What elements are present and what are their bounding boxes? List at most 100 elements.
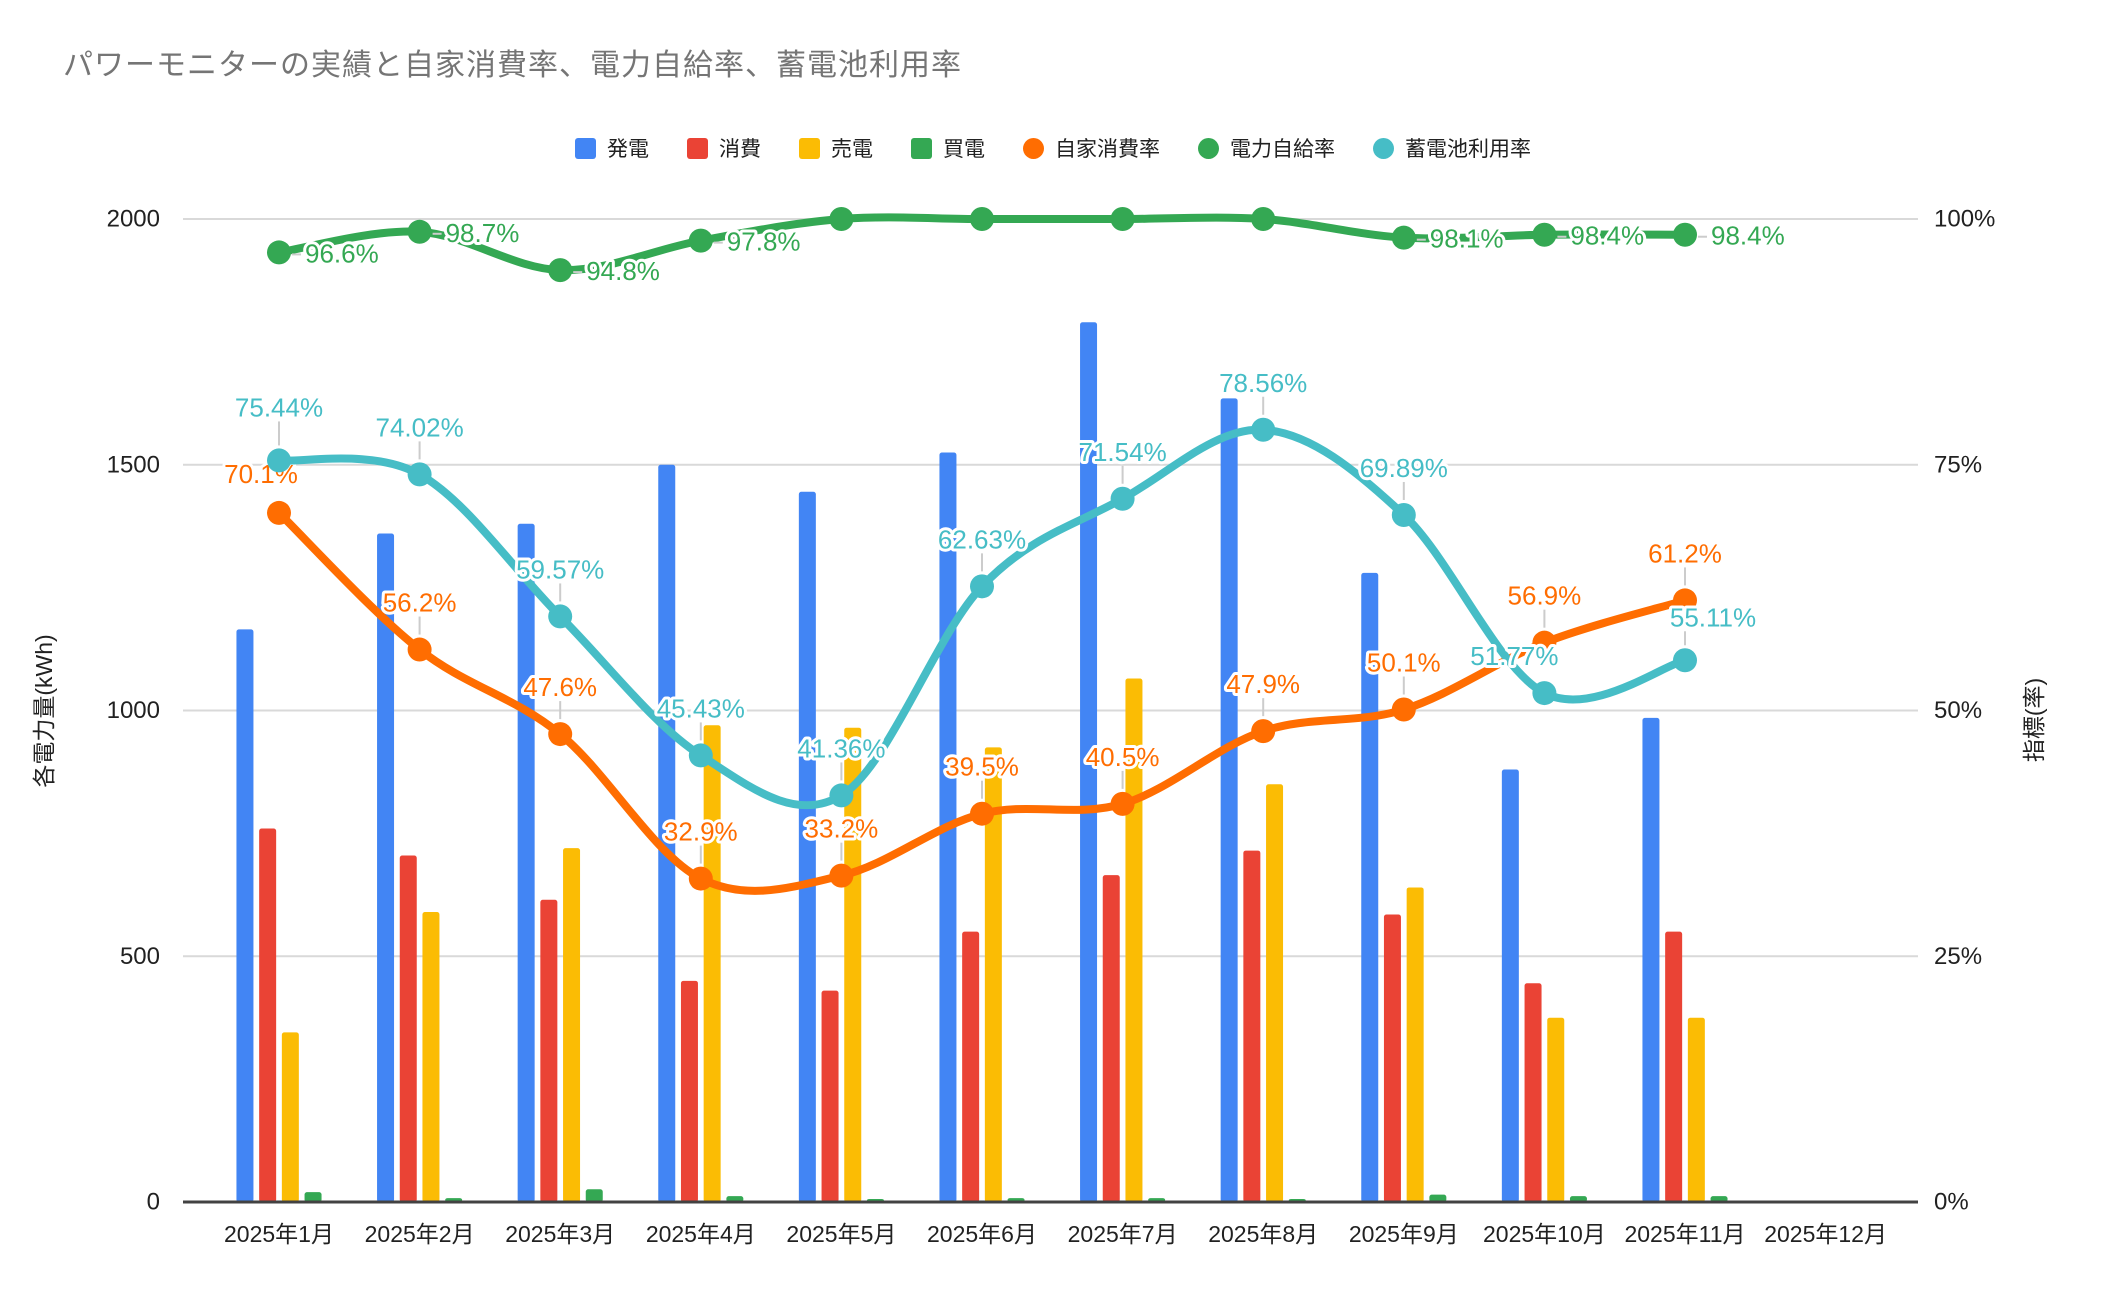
bar-発電-2025年8月[interactable] [1220, 398, 1238, 1203]
legend-square-icon [575, 137, 596, 159]
bar-売電-2025年5月[interactable] [844, 727, 862, 1202]
bar-発電-2025年5月[interactable] [798, 491, 816, 1203]
bar-買電-2025年3月[interactable] [585, 1189, 603, 1202]
point-自家消費率-2025年1月[interactable] [267, 500, 291, 525]
point-自家消費率-2025年7月[interactable] [1110, 791, 1135, 816]
data-label-蓄電池利用率-2025年8月: 78.56% [1219, 368, 1307, 398]
point-電力自給率-2025年4月[interactable] [688, 228, 713, 253]
bar-消費-2025年8月[interactable] [1243, 850, 1261, 1202]
point-電力自給率-2025年2月[interactable] [407, 219, 432, 244]
bar-売電-2025年6月[interactable] [984, 747, 1002, 1202]
bar-発電-2025年9月[interactable] [1361, 572, 1379, 1202]
x-axis-tick: 2025年9月 [1349, 1221, 1459, 1247]
point-蓄電池利用率-2025年9月[interactable] [1391, 502, 1416, 527]
bar-発電-2025年4月[interactable] [658, 464, 676, 1202]
bar-消費-2025年6月[interactable] [962, 931, 980, 1202]
bar-消費-2025年4月[interactable] [680, 980, 698, 1202]
bar-消費-2025年1月[interactable] [259, 828, 277, 1202]
point-電力自給率-2025年11月[interactable] [1673, 222, 1697, 247]
y-axis-tick-left: 500 [120, 943, 160, 970]
point-電力自給率-2025年7月[interactable] [1110, 207, 1135, 231]
point-自家消費率-2025年4月[interactable] [688, 866, 713, 891]
bar-発電-2025年10月[interactable] [1501, 769, 1519, 1202]
data-label-蓄電池利用率-2025年4月: 45.43% [657, 693, 745, 723]
data-label-蓄電池利用率-2025年10月: 51.77% [1470, 641, 1558, 671]
bar-消費-2025年7月[interactable] [1102, 875, 1120, 1202]
data-label-電力自給率-2025年9月: 98.1% [1430, 224, 1504, 254]
point-電力自給率-2025年10月[interactable] [1532, 222, 1557, 247]
bar-買電-2025年1月[interactable] [304, 1192, 322, 1202]
point-蓄電池利用率-2025年2月[interactable] [407, 462, 432, 487]
point-蓄電池利用率-2025年8月[interactable] [1251, 417, 1276, 442]
point-電力自給率-2025年6月[interactable] [970, 207, 994, 231]
x-axis-tick: 2025年1月 [224, 1221, 334, 1247]
bar-発電-2025年2月[interactable] [377, 533, 395, 1202]
x-axis-tick: 2025年11月 [1624, 1221, 1745, 1247]
point-電力自給率-2025年9月[interactable] [1391, 225, 1416, 250]
legend-item-消費[interactable]: 消費 [687, 133, 761, 163]
point-蓄電池利用率-2025年6月[interactable] [970, 574, 994, 599]
point-蓄電池利用率-2025年4月[interactable] [688, 743, 713, 768]
point-自家消費率-2025年3月[interactable] [548, 722, 573, 747]
bar-売電-2025年11月[interactable] [1687, 1017, 1705, 1202]
legend-item-label: 消費 [719, 138, 761, 161]
point-蓄電池利用率-2025年5月[interactable] [829, 783, 854, 808]
point-電力自給率-2025年3月[interactable] [548, 258, 573, 283]
bar-発電-2025年3月[interactable] [517, 523, 535, 1202]
bar-発電-2025年7月[interactable] [1080, 322, 1098, 1203]
data-label-自家消費率-2025年3月: 47.6% [523, 672, 597, 702]
x-axis-tick: 2025年6月 [927, 1221, 1037, 1247]
point-自家消費率-2025年10月[interactable] [1532, 630, 1557, 655]
x-axis-tick: 2025年3月 [505, 1221, 615, 1247]
legend-item-label: 自家消費率 [1055, 138, 1160, 161]
y-axis-tick-left: 1000 [107, 697, 160, 724]
bar-売電-2025年1月[interactable] [281, 1032, 299, 1202]
point-蓄電池利用率-2025年1月[interactable] [267, 448, 291, 473]
bar-売電-2025年3月[interactable] [563, 848, 581, 1202]
x-axis-tick: 2025年7月 [1068, 1221, 1178, 1247]
bar-買電-2025年9月[interactable] [1429, 1194, 1447, 1202]
bar-消費-2025年11月[interactable] [1665, 931, 1683, 1202]
y-axis-tick-right: 50% [1934, 697, 1982, 724]
point-蓄電池利用率-2025年3月[interactable] [548, 604, 573, 629]
data-label-蓄電池利用率-2025年5月: 41.36% [797, 733, 885, 763]
legend-item-発電[interactable]: 発電 [575, 133, 649, 163]
bar-消費-2025年3月[interactable] [540, 899, 558, 1202]
bar-消費-2025年9月[interactable] [1383, 914, 1401, 1202]
bar-売電-2025年9月[interactable] [1406, 887, 1424, 1202]
bar-発電-2025年1月[interactable] [236, 629, 254, 1202]
legend-item-自家消費率[interactable]: 自家消費率 [1023, 133, 1160, 163]
y-axis-tick-left: 2000 [107, 206, 160, 233]
point-電力自給率-2025年8月[interactable] [1251, 207, 1276, 231]
y-axis-tick-right: 100% [1934, 206, 1995, 233]
bar-消費-2025年10月[interactable] [1524, 983, 1542, 1202]
point-蓄電池利用率-2025年7月[interactable] [1110, 486, 1135, 511]
bar-売電-2025年2月[interactable] [422, 912, 440, 1202]
bar-発電-2025年11月[interactable] [1642, 717, 1660, 1202]
point-自家消費率-2025年11月[interactable] [1673, 588, 1697, 613]
bar-消費-2025年5月[interactable] [821, 990, 839, 1202]
point-自家消費率-2025年8月[interactable] [1251, 719, 1276, 744]
point-蓄電池利用率-2025年10月[interactable] [1532, 681, 1557, 706]
legend-item-買電[interactable]: 買電 [911, 133, 985, 163]
data-label-自家消費率-2025年4月: 32.9% [664, 817, 738, 847]
data-label-蓄電池利用率-2025年3月: 59.57% [516, 554, 604, 584]
point-蓄電池利用率-2025年11月[interactable] [1673, 648, 1697, 673]
point-電力自給率-2025年1月[interactable] [267, 240, 291, 265]
legend-item-label: 蓄電池利用率 [1405, 138, 1531, 161]
legend-item-蓄電池利用率[interactable]: 蓄電池利用率 [1373, 133, 1531, 163]
legend-item-電力自給率[interactable]: 電力自給率 [1198, 133, 1335, 163]
point-自家消費率-2025年6月[interactable] [970, 801, 994, 826]
data-label-自家消費率-2025年1月: 70.1% [224, 459, 298, 489]
bar-売電-2025年10月[interactable] [1547, 1017, 1565, 1202]
bar-売電-2025年4月[interactable] [703, 725, 721, 1202]
bar-売電-2025年8月[interactable] [1266, 784, 1284, 1202]
data-label-自家消費率-2025年5月: 33.2% [805, 814, 879, 844]
point-電力自給率-2025年5月[interactable] [829, 207, 854, 231]
data-label-電力自給率-2025年4月: 97.8% [727, 227, 801, 257]
legend-item-売電[interactable]: 売電 [799, 133, 873, 163]
point-自家消費率-2025年5月[interactable] [829, 863, 854, 888]
bar-消費-2025年2月[interactable] [399, 855, 417, 1202]
point-自家消費率-2025年9月[interactable] [1391, 697, 1416, 722]
point-自家消費率-2025年2月[interactable] [407, 637, 432, 662]
